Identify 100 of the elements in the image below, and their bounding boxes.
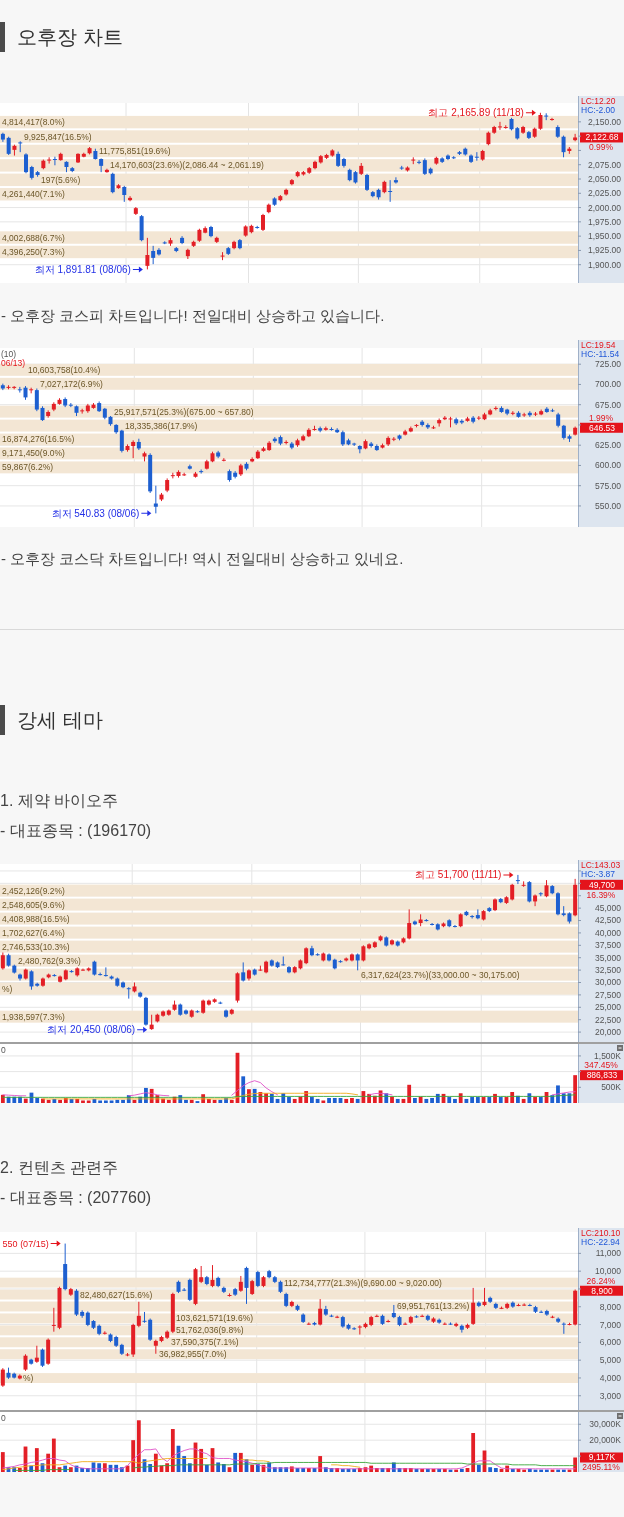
annotation: 최고 2,165.89 (11/18) — [428, 107, 524, 119]
chart-subtitle: 1. 제약 바이오주 — [0, 791, 119, 809]
band-label: 1,702,627(6.4%) — [2, 927, 66, 938]
band-label: 9,925,847(16.5%) — [24, 131, 92, 142]
y-tick-label: 8,000 — [599, 1301, 622, 1312]
y-tick-label: 22,500 — [595, 1014, 622, 1025]
annotation: 최저 20,450 (08/06) — [47, 1024, 136, 1036]
band-label: 14,170,603(23.6%)(2,086.44 ~ 2,061.19) — [110, 160, 264, 171]
text: 8,900 — [591, 1285, 613, 1296]
y-tick-label: 37,500 — [595, 940, 622, 951]
band-label: 51,762,036(9.8%) — [176, 1325, 244, 1336]
y-tick-label: 700.00 — [595, 379, 622, 390]
y-tick-label: 4,000 — [599, 1372, 622, 1383]
text: 26.24% — [586, 1275, 616, 1286]
y-tick-label: 6,000 — [599, 1337, 622, 1348]
text: HC:-3.87 — [581, 869, 616, 880]
band-label: 82,480,627(15.6%) — [80, 1289, 153, 1300]
band-label: 4,261,440(7.1%) — [2, 189, 66, 200]
band-label: 11,775,851(19.6%) — [99, 145, 171, 156]
band-label: 7,027,172(6.9%) — [40, 378, 104, 389]
annotation: 0 — [1, 1044, 6, 1055]
annotation: 최저 1,891.81 (08/06) — [34, 263, 131, 275]
text: - 오후장 코스닥 차트입니다! 역시 전일대비 상승하고 있네요. — [1, 550, 404, 568]
y-tick-label: 7,000 — [599, 1319, 622, 1330]
y-tick-label: 42,500 — [595, 915, 622, 926]
text: 9,117K — [588, 1452, 616, 1463]
y-tick-label: 725.00 — [595, 359, 622, 370]
text: - 오후장 코스피 차트입니다! 전일대비 상승하고 있습니다. — [1, 307, 385, 325]
text: 16.39% — [586, 889, 616, 900]
y-tick-label: 5,000 — [599, 1355, 622, 1366]
y-tick-label: 2,000.00 — [587, 202, 622, 213]
text: LC:210.10 — [581, 1227, 621, 1238]
y-tick-label: 10,000 — [595, 1266, 622, 1277]
y-tick-label: 30,000 — [595, 977, 622, 988]
y-tick-label: 32,500 — [595, 965, 622, 976]
annotation: 06/13) — [1, 357, 26, 368]
y-tick-label: 1,975.00 — [587, 216, 622, 227]
text: 646.53 — [589, 422, 616, 433]
y-tick-label: 600.00 — [595, 460, 622, 471]
y-tick-label: 27,500 — [595, 989, 622, 1000]
text: LC:19.54 — [581, 339, 616, 350]
y-tick-label: 500K — [601, 1082, 622, 1093]
band-label: 4,814,417(8.0%) — [2, 117, 66, 128]
y-tick-label: 45,000 — [595, 903, 622, 914]
y-tick-label: 1,925.00 — [587, 245, 622, 256]
y-tick-label: 1,900.00 — [587, 259, 622, 270]
band-label: 36,982,955(7.0%) — [159, 1349, 227, 1360]
chart-title: 강세 테마 — [17, 709, 103, 732]
text: LC:12.20 — [581, 95, 616, 106]
text: 347.45% — [584, 1060, 619, 1071]
y-tick-label: 3,000 — [599, 1390, 622, 1401]
y-tick-label: 1,950.00 — [587, 231, 622, 242]
text: 0.99% — [588, 142, 614, 153]
text: HC:-11.54 — [581, 349, 620, 360]
band-label: %) — [2, 983, 13, 994]
band-label: 2,480,762(9.3%) — [18, 955, 82, 966]
y-tick-label: 675.00 — [595, 399, 622, 410]
band-label: 112,734,777(21.3%)(9,690.00 ~ 9,020.00) — [284, 1277, 443, 1288]
annotation: 550 (07/15) — [2, 1238, 49, 1249]
y-tick-label: 550.00 — [595, 500, 622, 511]
band-label: 4,396,250(7.3%) — [2, 246, 66, 257]
annotation: 0 — [1, 1412, 6, 1423]
chart-title: 2. 컨텐츠 관련주 — [0, 1158, 119, 1176]
y-tick-label: 1,500K — [594, 1050, 622, 1061]
y-tick-label: 35,000 — [595, 952, 622, 963]
chart-subtitle: - 대표종목 : (207760) — [0, 1188, 152, 1206]
annotation: 최저 540.83 (08/06) — [51, 507, 140, 519]
band-label: 37,590,375(7.1%) — [171, 1337, 239, 1348]
band-label: 59,867(6.2%) — [2, 462, 54, 473]
text: HC:-2.00 — [581, 105, 616, 116]
band-label: 2,548,605(9.6%) — [2, 899, 66, 910]
y-tick-label: 575.00 — [595, 480, 622, 491]
y-tick-label: 11,000 — [595, 1248, 622, 1259]
band-label: 6,317,624(23.7%)(33,000.00 ~ 30,175.00) — [361, 969, 520, 980]
band-label: 10,603,758(10.4%) — [28, 364, 101, 375]
y-tick-label: 20,000K — [589, 1435, 622, 1446]
y-tick-label: 2,025.00 — [587, 188, 622, 199]
band-label: 25,917,571(25.3%)(675.00 ~ 657.80) — [114, 406, 254, 417]
y-tick-label: 625.00 — [595, 440, 622, 451]
y-tick-label: 2,075.00 — [587, 159, 622, 170]
text: LC:143.03 — [581, 859, 621, 870]
y-tick-label: 30,000K — [589, 1419, 622, 1430]
band-label: %) — [23, 1373, 34, 1384]
band-label: 2,746,533(10.3%) — [2, 941, 70, 952]
band-label: 16,874,276(16.5%) — [2, 434, 75, 445]
text: 49,700 — [589, 879, 616, 890]
band-label: 197(5.6%) — [41, 174, 81, 185]
band-label: 69,951,761(13.2%) — [397, 1301, 470, 1312]
band-label: 103,621,571(19.6%) — [176, 1313, 254, 1324]
band-label: 4,002,688(6.7%) — [2, 232, 66, 243]
y-tick-label: 40,000 — [595, 927, 622, 938]
text: 886,833 — [586, 1070, 618, 1081]
band-label: 18,335,386(17.9%) — [125, 420, 198, 431]
y-tick-label: 2,050.00 — [587, 173, 622, 184]
y-tick-label: 25,000 — [595, 1002, 622, 1013]
annotation: 최고 51,700 (11/11) — [415, 869, 502, 881]
text: 2495.11% — [582, 1462, 621, 1473]
chart-title: 오후장 차트 — [17, 26, 123, 49]
text: - 대표종목 : (196170) — [0, 821, 152, 839]
band-label: 9,171,450(9.0%) — [2, 448, 66, 459]
